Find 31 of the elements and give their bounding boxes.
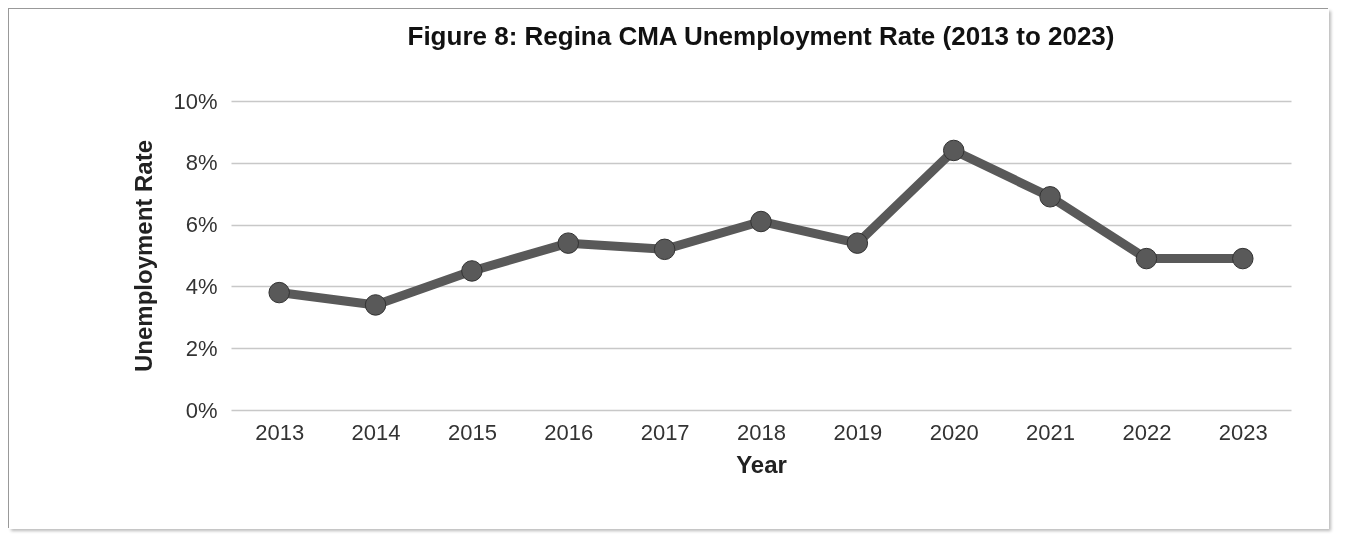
x-tick-label: 2020 — [929, 419, 979, 445]
x-axis-title: Year — [736, 450, 787, 478]
x-tick-label: 2014 — [351, 419, 401, 445]
x-tick-label: 2016 — [544, 419, 594, 445]
y-tick-label: 10% — [173, 88, 218, 114]
point — [557, 232, 580, 254]
point — [1135, 247, 1158, 270]
y-axis-title: Unemployment Rate — [130, 139, 158, 373]
x-tick-label: 2013 — [255, 419, 305, 445]
x-tick-label: 2019 — [833, 419, 883, 445]
point — [461, 260, 483, 282]
y-tick-label: 4% — [185, 273, 218, 299]
point — [1232, 247, 1254, 270]
x-tick-label: 2022 — [1122, 419, 1172, 445]
x-tick-label: 2015 — [447, 419, 497, 445]
x-tick-label: 2017 — [640, 419, 690, 445]
point — [1039, 186, 1061, 208]
point — [364, 294, 387, 316]
point — [750, 210, 772, 233]
y-tick-label: 2% — [185, 335, 218, 361]
point — [653, 238, 676, 261]
x-tick-label: 2018 — [737, 419, 786, 445]
point — [942, 139, 965, 162]
x-tick-label: 2023 — [1218, 419, 1268, 445]
x-tick-label: 2021 — [1026, 419, 1076, 445]
y-tick-label: 8% — [185, 150, 218, 176]
y-tick-label: 6% — [185, 212, 218, 238]
point — [846, 232, 869, 254]
chart-title: Figure 8: Regina CMA Unemployment Rate (2013 to 2023) — [407, 21, 1115, 51]
y-tick-label: 0% — [185, 397, 218, 423]
point — [268, 281, 290, 304]
